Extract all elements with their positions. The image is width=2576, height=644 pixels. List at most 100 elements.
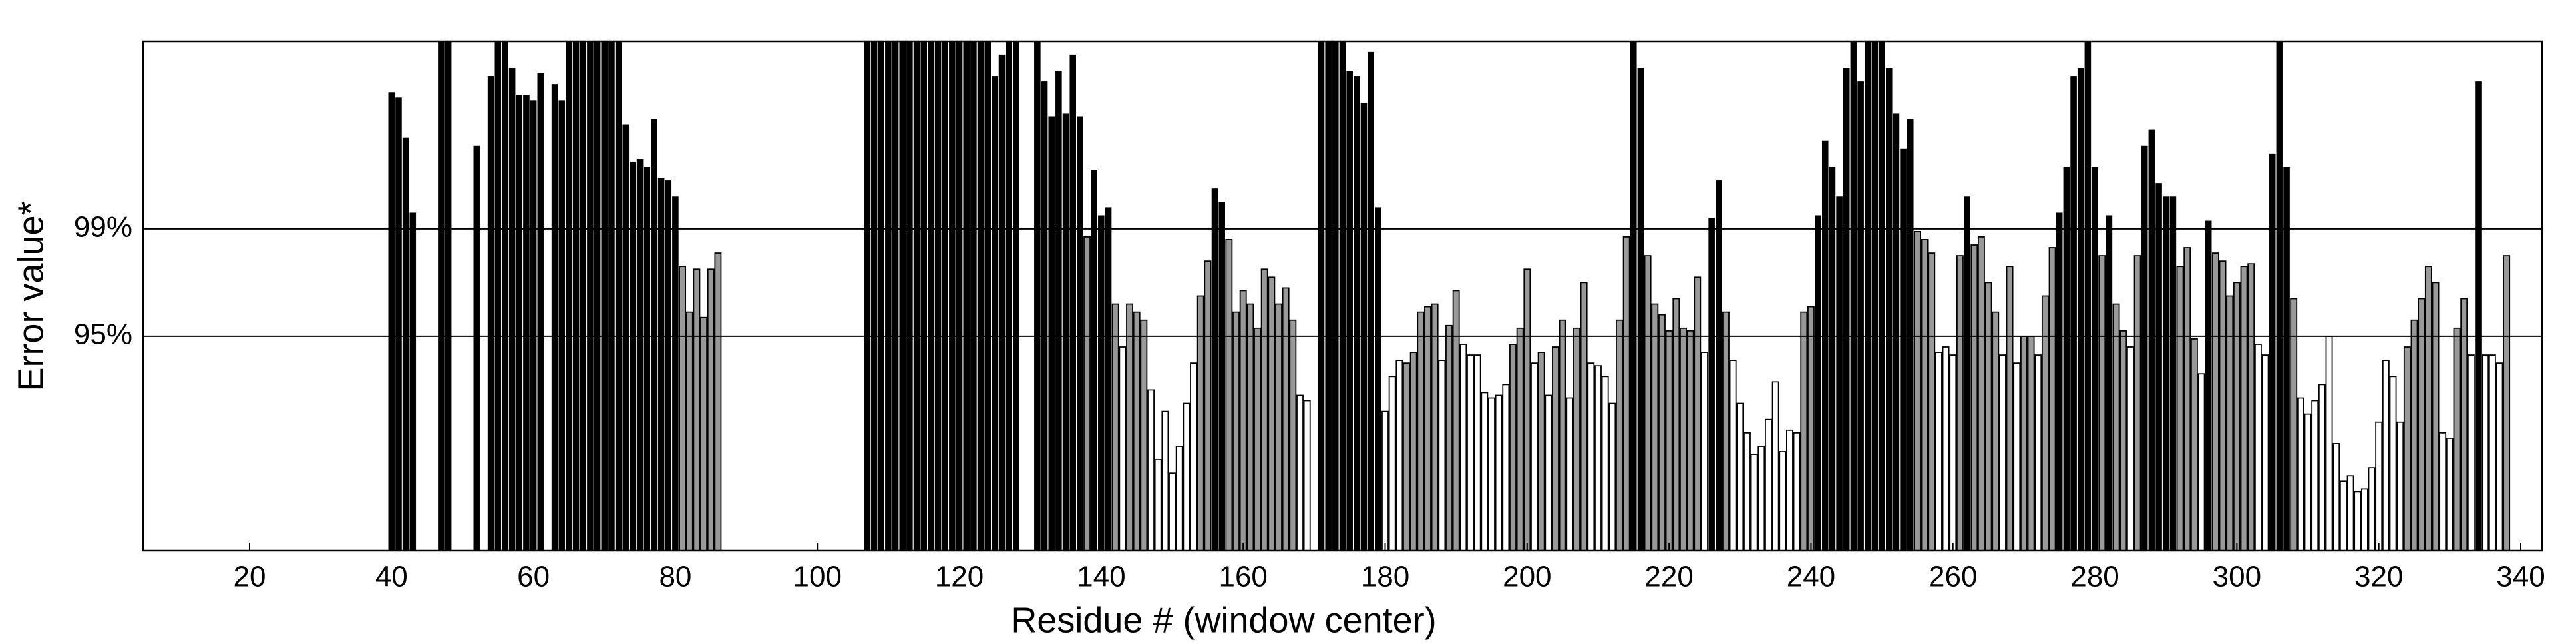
bar [1119, 346, 1127, 551]
bar [1857, 81, 1864, 551]
bar [1154, 459, 1162, 551]
bar [1829, 166, 1836, 551]
bar [1537, 352, 1545, 551]
bar [2261, 354, 2269, 551]
bar [2446, 437, 2454, 551]
bar [2488, 354, 2496, 551]
bar [1545, 394, 1553, 551]
bar [657, 178, 665, 551]
bar [2283, 166, 2290, 551]
bar [1665, 330, 1673, 551]
x-tick-label: 340 [2496, 561, 2545, 593]
bar [2503, 255, 2511, 551]
bar [1913, 230, 1921, 551]
bar [998, 54, 1006, 551]
x-tick-label: 20 [234, 561, 266, 593]
bar [963, 41, 970, 551]
bar [473, 145, 480, 551]
bar [1694, 276, 1702, 551]
bar [2495, 362, 2503, 551]
bar [1225, 239, 1233, 551]
bar [2254, 344, 2262, 551]
bar [2475, 81, 2482, 551]
bar [1395, 360, 1403, 551]
bar [2332, 443, 2340, 551]
bar [1190, 362, 1197, 551]
bar [1282, 287, 1290, 551]
bar [636, 159, 644, 551]
bar [1488, 397, 1495, 551]
bar [672, 196, 679, 551]
bar [537, 73, 544, 551]
bar [551, 84, 558, 551]
bar [2219, 260, 2227, 551]
bar [1686, 330, 1694, 551]
bar [2360, 488, 2368, 551]
bar [1559, 319, 1566, 551]
bar [864, 41, 870, 551]
x-tick-label: 240 [1787, 561, 1835, 593]
bar [956, 41, 963, 551]
bar [1750, 454, 1758, 551]
bar [402, 137, 409, 551]
bar [1815, 215, 1821, 551]
x-tick-label: 280 [2070, 561, 2119, 593]
bar [2403, 346, 2411, 551]
bar [2205, 220, 2212, 551]
bar [2453, 327, 2461, 551]
bar [1467, 354, 1474, 551]
bar [1736, 402, 1744, 551]
bar [2410, 319, 2418, 551]
bar [1077, 116, 1083, 551]
bar [1616, 319, 1623, 551]
bar [1041, 81, 1048, 551]
bar [1140, 319, 1148, 551]
bar [2240, 266, 2248, 551]
bar [1893, 113, 1900, 551]
bar [2133, 255, 2141, 551]
bar [1956, 255, 1964, 551]
bar [1034, 41, 1041, 551]
bar [1601, 376, 1609, 551]
bar [2027, 335, 2035, 551]
bar [992, 76, 998, 551]
bar [1637, 68, 1644, 551]
bar [1651, 303, 1659, 551]
bar [1133, 311, 1141, 551]
bar [1566, 397, 1574, 551]
bar [1196, 295, 1204, 551]
bar [1502, 384, 1510, 551]
bar [1836, 196, 1843, 551]
bar [1459, 344, 1467, 551]
bar [1204, 260, 1212, 551]
bar [2269, 153, 2276, 551]
bar [2197, 373, 2205, 551]
bar [1509, 344, 1517, 551]
bar [1744, 432, 1751, 551]
bar [1069, 54, 1076, 551]
bar [1438, 360, 1446, 551]
bar [2162, 196, 2169, 551]
bar [2112, 303, 2120, 551]
bar [1765, 418, 1772, 551]
bar [1970, 244, 1978, 551]
bar [1105, 207, 1112, 551]
bar [2226, 295, 2234, 551]
bar [1346, 71, 1353, 551]
bar [2325, 335, 2333, 551]
bar [622, 124, 630, 551]
bar [1928, 252, 1936, 551]
bar [1715, 180, 1722, 551]
bar [1111, 303, 1119, 551]
bar [1864, 41, 1871, 551]
bar [1246, 303, 1254, 551]
bar [388, 92, 395, 551]
bar [630, 161, 636, 551]
bar [1339, 41, 1346, 551]
x-tick-label: 320 [2354, 561, 2403, 593]
bar [2077, 68, 2084, 551]
bar [1091, 170, 1097, 551]
x-tick-label: 40 [375, 561, 408, 593]
bar [1360, 103, 1368, 551]
